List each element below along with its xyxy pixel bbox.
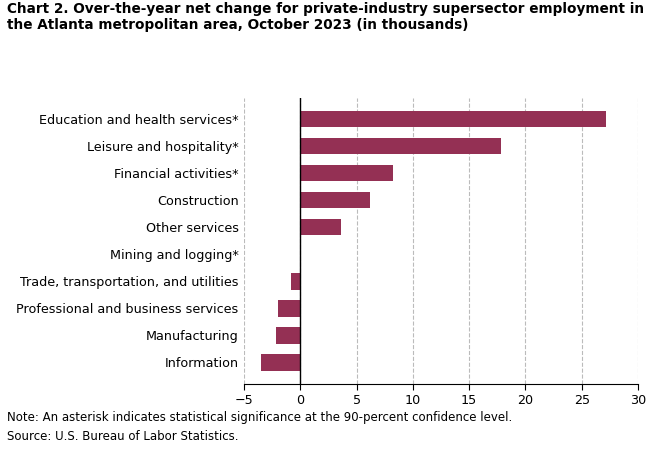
Text: Chart 2. Over-the-year net change for private-industry supersector employment in: Chart 2. Over-the-year net change for pr…: [7, 2, 644, 33]
Bar: [261, 354, 300, 370]
Bar: [300, 192, 370, 208]
Bar: [300, 165, 393, 182]
Text: Note: An asterisk indicates statistical significance at the 90-percent confidenc: Note: An asterisk indicates statistical …: [7, 411, 512, 424]
Bar: [275, 327, 300, 344]
Bar: [300, 219, 341, 236]
Bar: [292, 273, 300, 290]
Bar: [300, 138, 501, 154]
Bar: [278, 300, 300, 316]
Bar: [300, 111, 607, 128]
Text: Source: U.S. Bureau of Labor Statistics.: Source: U.S. Bureau of Labor Statistics.: [7, 430, 238, 444]
